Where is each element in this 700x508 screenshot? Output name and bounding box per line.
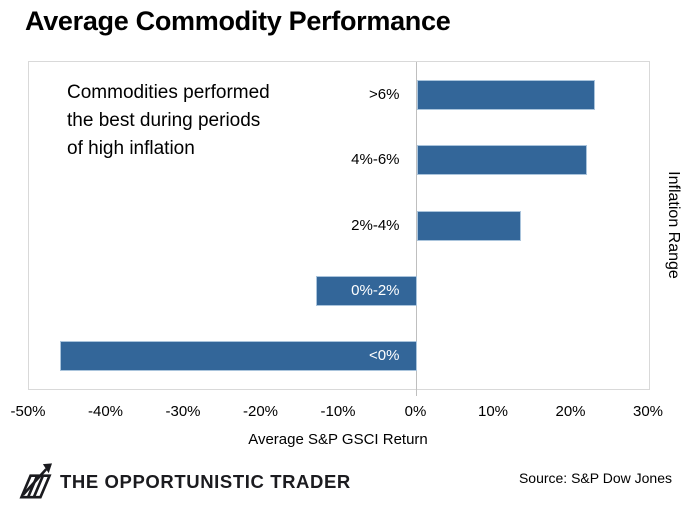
x-axis-title: Average S&P GSCI Return: [248, 431, 428, 448]
annotation-line-3: of high inflation: [67, 138, 195, 159]
x-tick-label: -50%: [10, 403, 46, 420]
chart-annotation: Commodities performed the best during pe…: [67, 79, 270, 163]
x-tick-label: 10%: [477, 403, 509, 420]
source-text: Source: S&P Dow Jones: [518, 470, 672, 486]
annotation-line-2: the best during periods: [67, 110, 261, 131]
category-label: <0%: [369, 347, 400, 365]
footer: THE OPPORTUNISTIC TRADER Source: S&P Dow…: [0, 458, 700, 508]
annotation-line-1: Commodities performed: [67, 82, 270, 103]
x-tick-label: 0%: [404, 403, 427, 420]
x-axis-tick-labels: -50% -40% -30% -20% -10% 0% 10% 20% 30%: [10, 403, 663, 423]
category-label: >6%: [369, 85, 400, 103]
chart-title: Average Commodity Performance: [25, 6, 451, 36]
category-label: 2%-4%: [351, 216, 400, 234]
x-tick-label: 30%: [632, 403, 664, 420]
y-axis-title-container: Inflation Range: [649, 61, 697, 388]
logo-text: THE OPPORTUNISTIC TRADER: [60, 470, 351, 492]
hatched-arrow-chart-icon: [19, 463, 52, 499]
x-tick-label: 20%: [555, 403, 586, 420]
x-tick-label: -20%: [242, 403, 279, 420]
x-tick-label: -30%: [165, 403, 201, 420]
bar-2%-4%: [416, 210, 522, 241]
bar-0%-2%: [315, 275, 417, 306]
category-label: 0%-2%: [351, 281, 400, 299]
y-axis-title: Inflation Range: [665, 170, 683, 279]
bar->6%: [416, 79, 595, 110]
x-tick-label: -10%: [320, 403, 356, 420]
category-label: 4%-6%: [351, 151, 400, 169]
bar-4%-6%: [416, 145, 587, 176]
logo: THE OPPORTUNISTIC TRADER: [19, 463, 351, 500]
plot-area: Commodities performed the best during pe…: [28, 61, 650, 396]
bar-<0%: [60, 341, 417, 372]
x-tick-label: -40%: [87, 403, 124, 420]
